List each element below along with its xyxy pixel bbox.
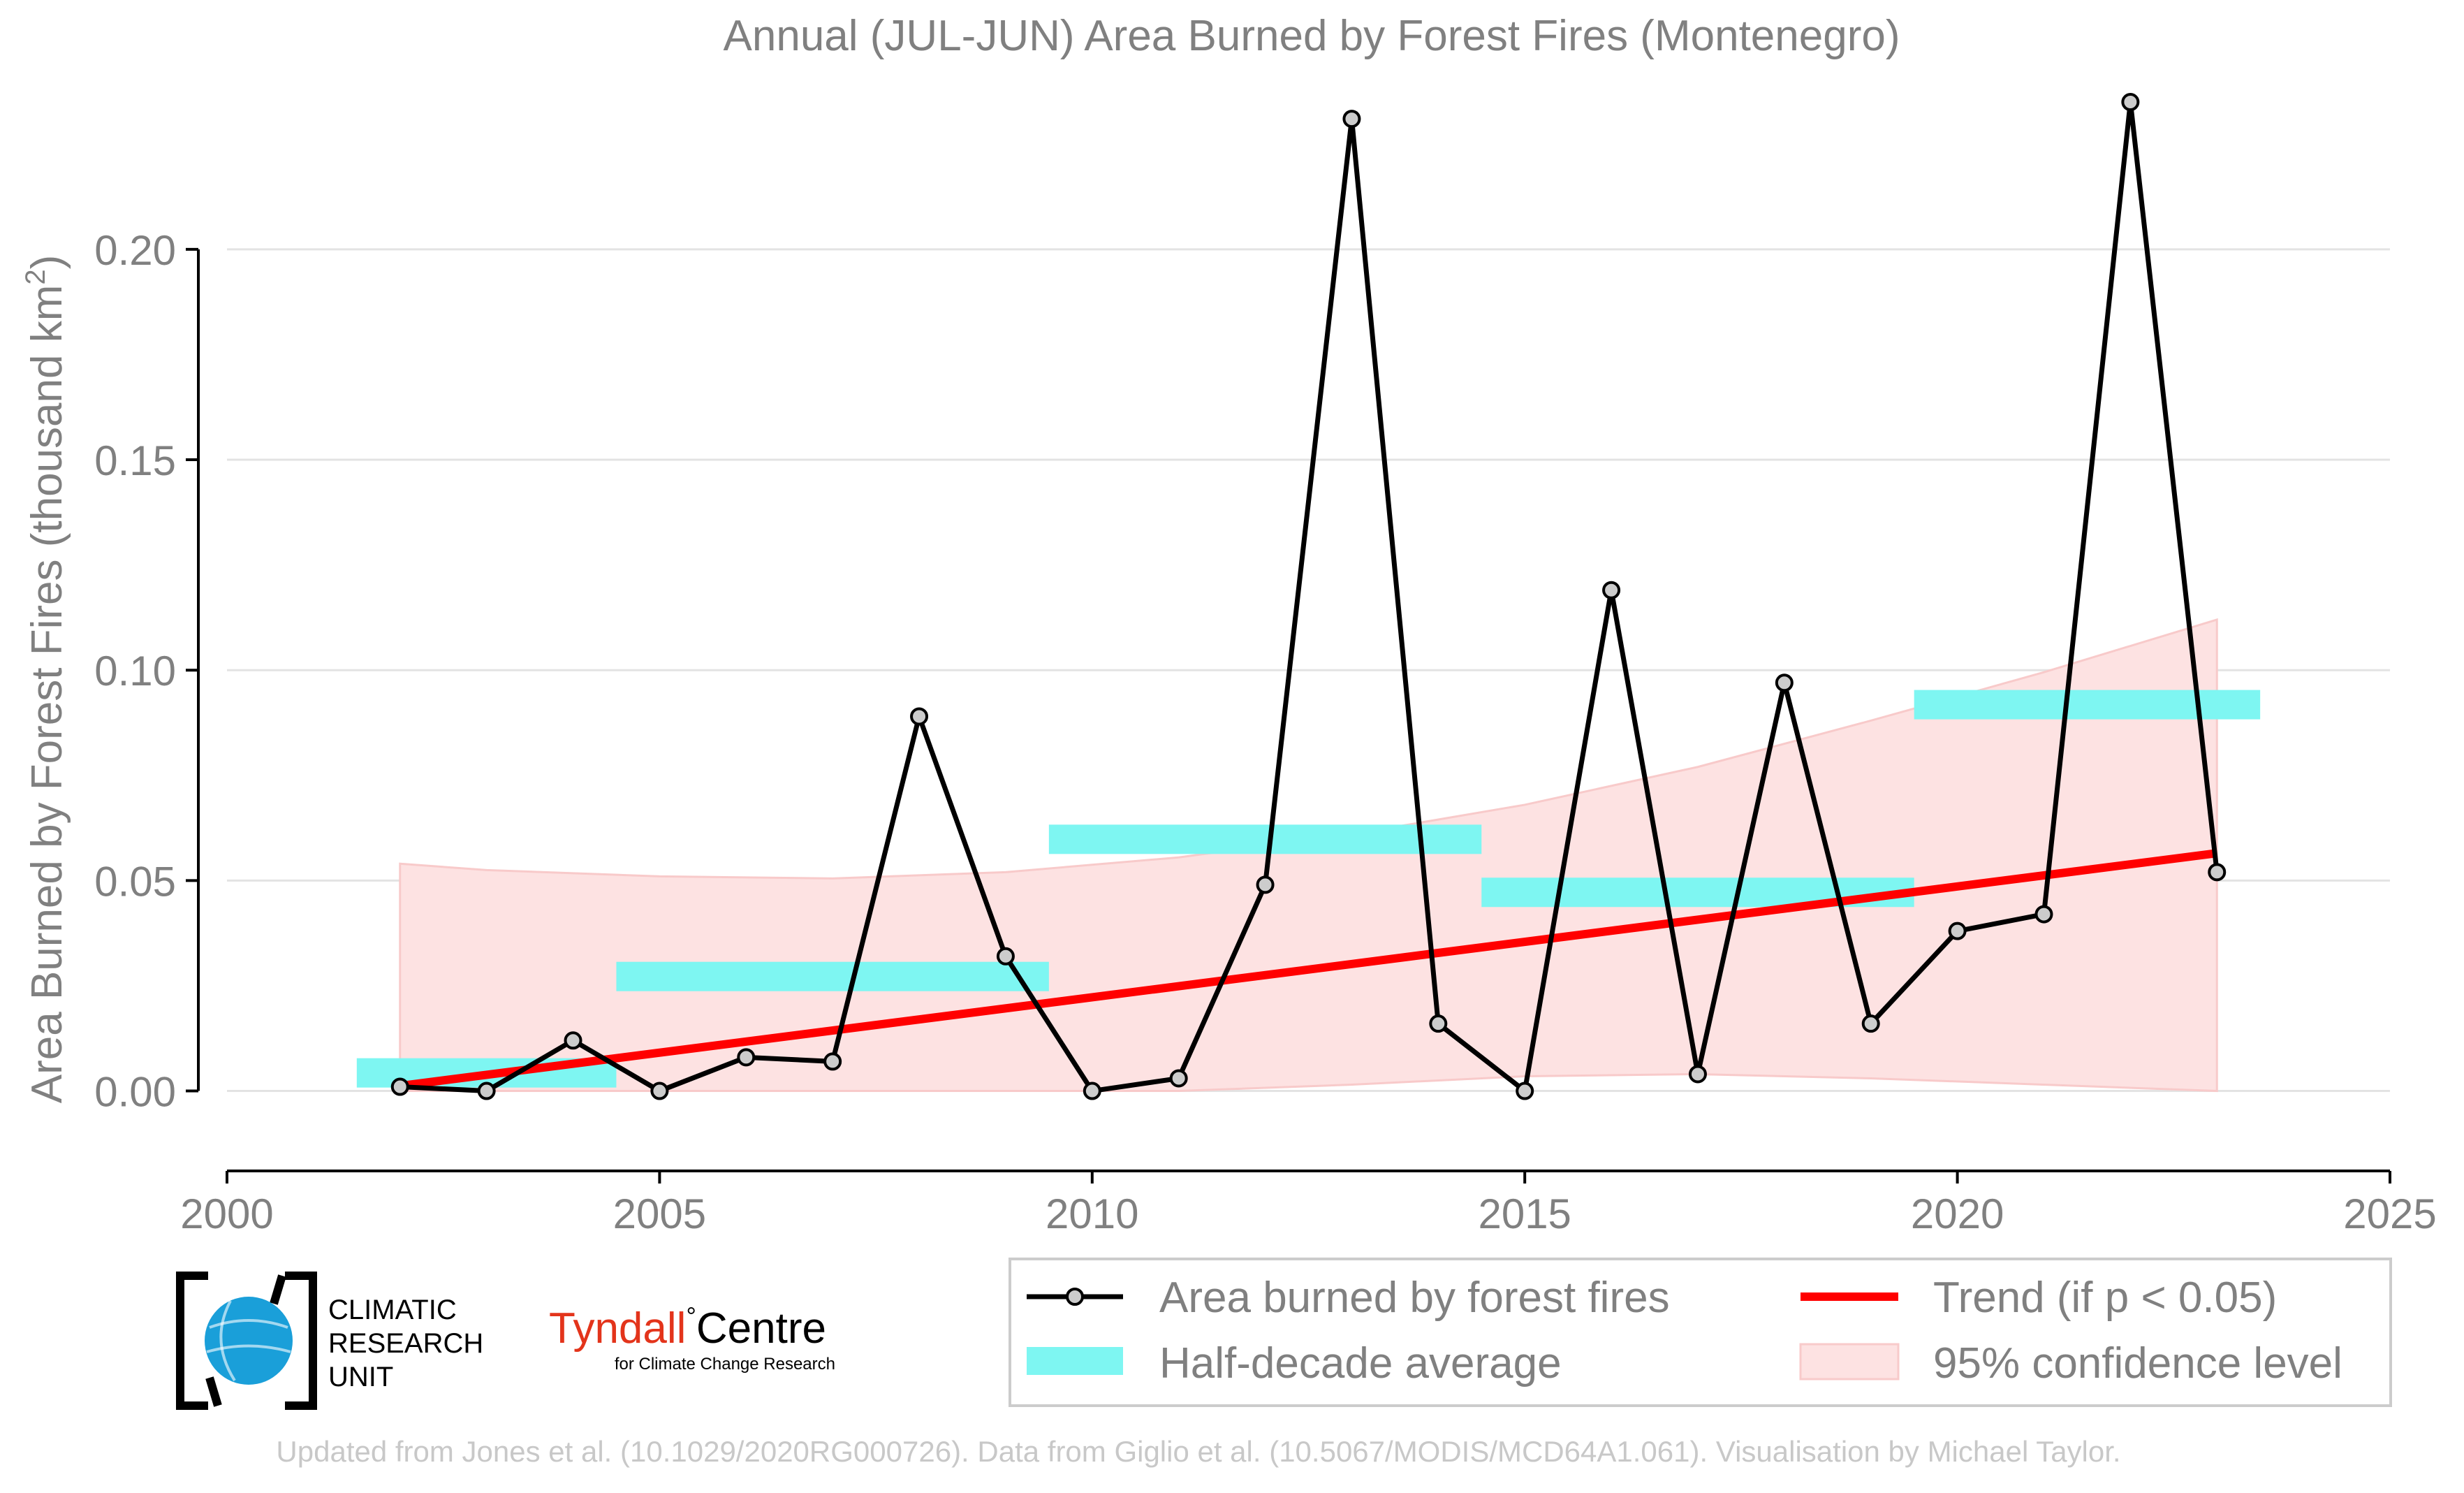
half-decade-bar-4 [1914,690,2261,720]
legend: Area burned by forest fires Half-decade … [1009,1258,2392,1407]
cru-logo-mark [176,1272,317,1410]
axes [186,247,2391,1184]
data-point-2015 [1516,1081,1534,1100]
x-tick-labels: 2000 2005 2010 2015 2020 2025 [180,1190,2436,1237]
trend-line-mark [399,849,2218,1091]
chart-title: Annual (JUL-JUN) Area Burned by Forest F… [724,12,1900,60]
data-point-2004 [564,1031,582,1050]
legend-box [1009,1258,2392,1407]
data-point-2005 [650,1081,669,1100]
x-tick-label: 2010 [1046,1190,1138,1237]
data-point-2022 [2121,93,2140,112]
x-tick-label: 2015 [1478,1190,1571,1237]
globe-icon [205,1297,293,1385]
x-tick-label: 2025 [2343,1190,2436,1237]
data-point-2010 [1083,1081,1101,1100]
tyndall-wordmark: Tyndall°Centre [549,1302,826,1353]
legend-label-half-decade: Half-decade average [1159,1339,1562,1388]
data-point-2012 [1256,875,1275,894]
x-tick-label: 2000 [180,1190,273,1237]
trend-line [399,849,2218,1091]
y-tick-label: 0.20 [94,227,176,274]
data-point-2008 [910,707,929,726]
cru-text-line2: RESEARCH [328,1328,483,1359]
tyndall-tagline: for Climate Change Research [615,1355,835,1374]
data-point-2020 [1948,922,1967,940]
series-line [399,99,2220,1094]
data-point-2016 [1602,581,1621,599]
legend-item-confidence: 95% confidence level [1799,1339,2342,1388]
data-point-2017 [1688,1065,1707,1084]
data-point-2023 [2208,863,2227,882]
legend-label-confidence: 95% confidence level [1933,1339,2342,1388]
data-point-2014 [1429,1014,1448,1033]
data-point-2019 [1861,1014,1880,1033]
y-tick-label: 0.10 [94,648,176,694]
data-point-2009 [996,947,1015,966]
half-decade-bars [356,690,2261,1088]
x-tick-label: 2005 [613,1190,706,1237]
data-point-2018 [1775,673,1794,692]
area-series [390,93,2227,1100]
data-point-2021 [2034,905,2053,924]
cru-text-line1: CLIMATIC [328,1295,457,1325]
y-tick-label: 0.05 [94,858,176,905]
data-point-2006 [737,1048,756,1067]
data-point-2003 [477,1081,496,1100]
cru-logo: CLIMATIC RESEARCH UNIT [176,1272,483,1410]
legend-item-trend: Trend (if p < 0.05) [1801,1274,2277,1322]
legend-item-half-decade: Half-decade average [1027,1339,1562,1388]
y-tick-label: 0.00 [94,1069,176,1116]
footer-credits: Updated from Jones et al. (10.1029/2020R… [276,1435,2120,1468]
cru-text-line3: UNIT [328,1362,393,1392]
legend-item-series: Area burned by forest fires [1027,1274,1670,1322]
data-point-2002 [390,1077,409,1096]
legend-label-series: Area burned by forest fires [1159,1274,1670,1322]
data-point-2013 [1342,110,1361,129]
legend-label-trend: Trend (if p < 0.05) [1933,1274,2277,1322]
x-tick-label: 2020 [1911,1190,2004,1237]
y-tick-label: 0.15 [94,437,176,484]
half-decade-bar-2 [1048,824,1482,854]
tyndall-logo: Tyndall°Centre for Climate Change Resear… [549,1302,835,1374]
y-tick-labels: 0.00 0.05 0.10 0.15 0.20 [94,227,176,1116]
data-point-2011 [1169,1069,1188,1088]
y-axis-label: Area Burned by Forest Fires (thousand km… [20,255,71,1104]
half-decade-bar-1 [616,961,1049,991]
data-point-2007 [823,1052,842,1071]
